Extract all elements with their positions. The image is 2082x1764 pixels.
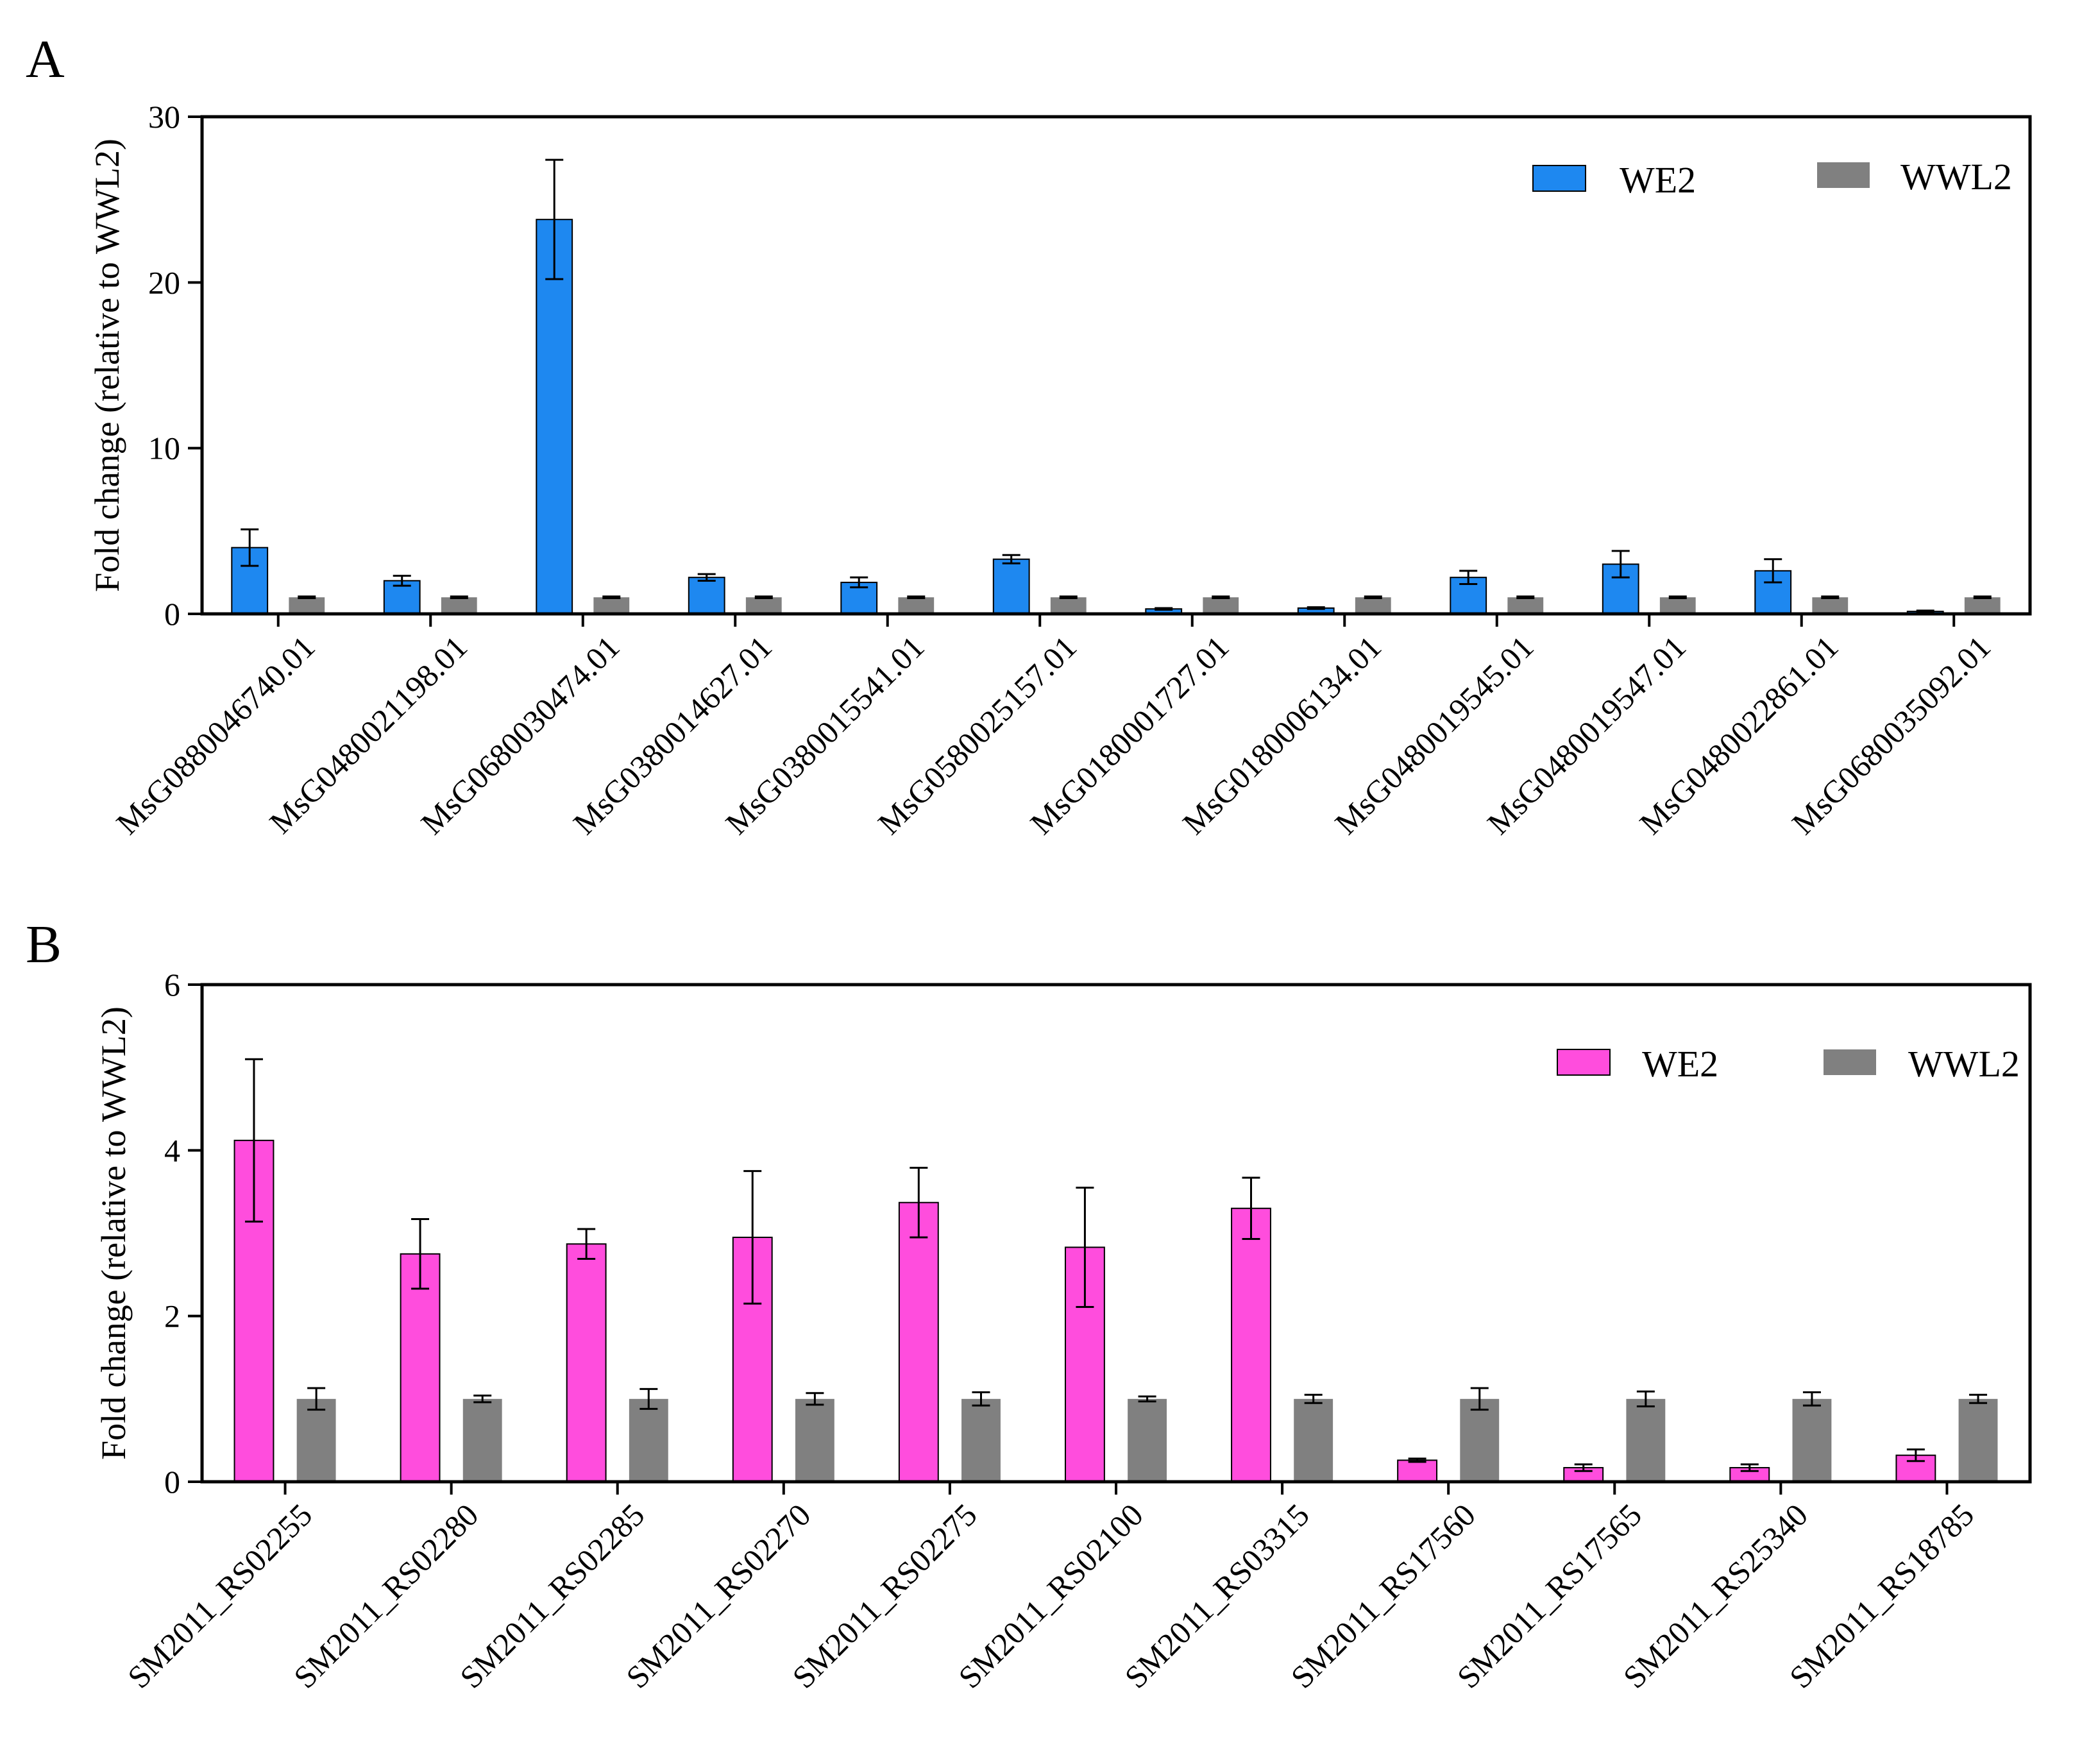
y-tick-label: 2 — [164, 1298, 180, 1334]
bar-wwl2 — [289, 597, 325, 614]
bar-we2 — [688, 577, 725, 615]
bar-wwl2 — [1626, 1398, 1666, 1482]
bar-we2 — [1231, 1207, 1271, 1482]
legend-label-we2: WE2 — [1642, 1043, 1718, 1085]
bar-wwl2 — [1294, 1398, 1333, 1482]
category-label: SM2011_RS17560 — [1284, 1497, 1482, 1695]
legend: WE2 WWL2 — [1532, 156, 2012, 201]
y-tick-label: 0 — [164, 1464, 180, 1500]
y-tick-label: 30 — [148, 99, 180, 135]
bar-wwl2 — [1812, 597, 1849, 614]
bar-wwl2 — [795, 1398, 834, 1482]
plot-frame — [200, 115, 2032, 616]
bar-we2 — [992, 558, 1030, 615]
bar-wwl2 — [296, 1398, 336, 1482]
y-axis-title: Fold change (relative to WWL2) — [94, 1006, 133, 1460]
chart-panel-b: B Fold change (relative to WWL2) 0 2 4 6 SM201… — [26, 915, 2032, 1695]
bar-wwl2 — [1659, 597, 1696, 614]
bar-wwl2 — [961, 1398, 1001, 1482]
category-label: SM2011_RS02100 — [951, 1497, 1149, 1695]
legend-swatch-wwl2 — [1817, 162, 1870, 188]
category-label: SM2011_RS02280 — [287, 1497, 485, 1695]
legend-label-wwl2: WWL2 — [1908, 1043, 2020, 1085]
y-tick-label: 6 — [164, 967, 180, 1003]
y-tick-label: 4 — [164, 1132, 180, 1168]
bar-wwl2 — [441, 597, 477, 614]
bar-wwl2 — [1792, 1398, 1832, 1482]
bar-wwl2 — [745, 597, 782, 614]
legend-label-we2: WE2 — [1620, 159, 1696, 201]
category-label: SM2011_RS03315 — [1117, 1497, 1316, 1695]
bar-wwl2 — [898, 597, 935, 614]
bar-we2 — [400, 1253, 441, 1482]
y-tick-label: 20 — [148, 264, 180, 300]
legend-swatch-we2 — [1557, 1049, 1611, 1076]
panel-label: B — [26, 915, 62, 974]
legend-swatch-we2 — [1532, 165, 1586, 192]
bar-wwl2 — [629, 1398, 668, 1482]
plot-frame — [200, 983, 2032, 1484]
category-label: SM2011_RS17565 — [1450, 1497, 1648, 1695]
y-tick-label: 10 — [148, 430, 180, 466]
legend-swatch-wwl2 — [1824, 1049, 1876, 1075]
y-tick-label: 0 — [164, 596, 180, 632]
bar-wwl2 — [593, 597, 630, 614]
legend: WE2 WWL2 — [1557, 1043, 2020, 1085]
category-label: SM2011_RS25340 — [1616, 1497, 1815, 1695]
category-label: SM2011_RS02255 — [121, 1497, 319, 1695]
bar-wwl2 — [1128, 1398, 1167, 1482]
y-axis-title: Fold change (relative to WWL2) — [88, 139, 126, 592]
bar-we2 — [1397, 1459, 1438, 1483]
bar-wwl2 — [462, 1398, 502, 1482]
bar-wwl2 — [1460, 1398, 1500, 1482]
category-label: SM2011_RS02270 — [619, 1497, 817, 1695]
legend-label-wwl2: WWL2 — [1900, 156, 2012, 198]
panel-label: A — [26, 30, 65, 89]
category-label: SM2011_RS02285 — [453, 1497, 651, 1695]
bar-we2 — [566, 1243, 607, 1482]
bar-we2 — [898, 1201, 939, 1483]
bar-wwl2 — [1203, 597, 1239, 614]
bar-wwl2 — [1355, 597, 1391, 614]
bar-wwl2 — [1958, 1398, 1998, 1482]
bar-wwl2 — [1964, 597, 2001, 614]
bar-wwl2 — [1507, 597, 1544, 614]
category-label: SM2011_RS02275 — [785, 1497, 983, 1695]
category-label: SM2011_RS18785 — [1782, 1497, 1981, 1695]
bar-wwl2 — [1050, 597, 1087, 614]
